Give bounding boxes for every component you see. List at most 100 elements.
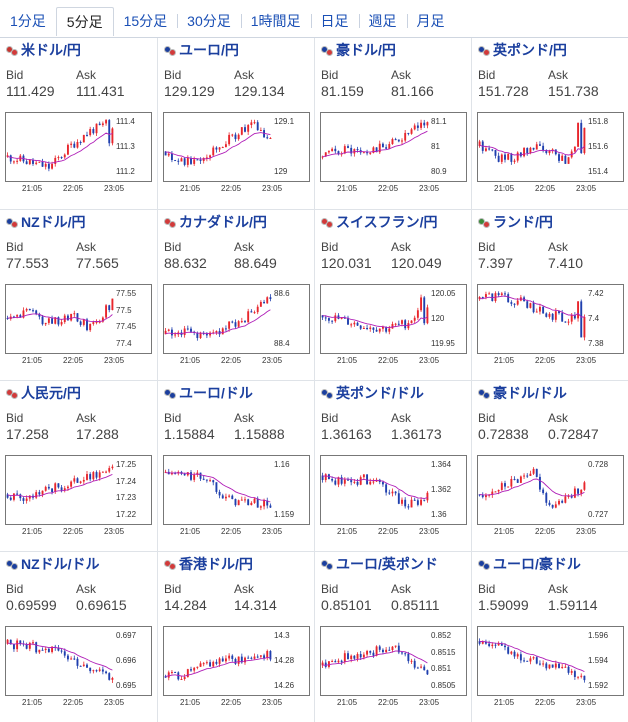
pair-title-link[interactable]: ユーロ/円	[164, 41, 239, 59]
price-chart[interactable]: 120.05 120 119.95	[320, 284, 467, 354]
pair-title-text: NZドル/ドル	[21, 556, 100, 572]
pair-title-link[interactable]: 香港ドル/円	[164, 555, 253, 573]
candle-body	[337, 151, 340, 155]
candle-body	[542, 306, 545, 314]
candle-body	[573, 488, 576, 498]
y-tick-label: 1.362	[431, 485, 452, 494]
candle-body	[397, 323, 400, 325]
candle-body	[497, 155, 500, 162]
tab-4[interactable]: 1時間足	[240, 7, 311, 35]
candle-body	[526, 301, 529, 308]
price-chart[interactable]: 1.596 1.594 1.592	[477, 626, 624, 696]
candle-body	[567, 157, 570, 164]
candlestick-svg	[478, 638, 586, 683]
tab-5[interactable]: 日足	[310, 7, 359, 35]
tab-7[interactable]: 月足	[406, 7, 455, 35]
pair-title-link[interactable]: 人民元/円	[6, 384, 81, 402]
bid-label: Bid	[321, 411, 339, 425]
candle-body	[256, 656, 259, 658]
pair-title-link[interactable]: NZドル/円	[6, 213, 86, 231]
price-chart[interactable]: 7.42 7.4 7.38	[477, 284, 624, 354]
candle-body	[538, 476, 541, 490]
price-chart[interactable]: 111.4 111.3 111.2	[5, 112, 152, 182]
tab-3[interactable]: 30分足	[177, 7, 241, 35]
candle-body	[416, 125, 419, 128]
pair-title-link[interactable]: 豪ドル/ドル	[478, 384, 567, 402]
ask-value: 0.85111	[391, 597, 440, 613]
candle-body	[256, 498, 259, 508]
candle-body	[199, 663, 202, 667]
pair-title-link[interactable]: NZドル/ドル	[6, 555, 100, 573]
pair-title-link[interactable]: スイスフラン/円	[321, 213, 437, 231]
bid-value: 81.159	[321, 83, 364, 99]
price-chart[interactable]: 0.728 0.727	[477, 455, 624, 525]
candle-body	[92, 670, 95, 672]
candle-body	[237, 134, 240, 140]
price-chart[interactable]: 81.1 81 80.9	[320, 112, 467, 182]
y-axis: 151.8 151.6 151.4	[588, 113, 623, 179]
tab-1[interactable]: 5分足	[55, 6, 114, 36]
pair-title-link[interactable]: ランド/円	[478, 213, 553, 231]
pair-title-link[interactable]: 英ポンド/円	[478, 41, 567, 59]
price-chart[interactable]: 129.1 129	[163, 112, 310, 182]
moving-average-line	[165, 309, 271, 335]
pair-title-link[interactable]: 豪ドル/円	[321, 41, 396, 59]
candle-body	[420, 122, 423, 128]
candle-body	[369, 481, 372, 485]
candle-body	[167, 153, 170, 156]
candle-body	[259, 301, 262, 307]
pair-title-link[interactable]: ユーロ/豪ドル	[478, 555, 581, 573]
candle-body	[44, 486, 47, 491]
y-tick-label: 88.4	[274, 339, 290, 348]
price-chart[interactable]: 0.852 0.8515 0.851 0.8505	[320, 626, 467, 696]
pair-title-link[interactable]: ユーロ/ドル	[164, 384, 253, 402]
candle-body	[334, 148, 337, 152]
candle-body	[337, 660, 340, 663]
candle-body	[111, 128, 114, 144]
y-tick-label: 0.8505	[431, 681, 456, 690]
price-chart[interactable]: 151.8 151.6 151.4	[477, 112, 624, 182]
candle-body	[554, 311, 557, 320]
candle-body	[76, 141, 79, 148]
candle-body	[420, 297, 423, 311]
candle-body	[500, 154, 503, 162]
candle-body	[583, 675, 586, 681]
candle-body	[199, 472, 202, 479]
bid-value: 88.632	[164, 255, 207, 271]
candle-body	[583, 316, 586, 338]
price-chart[interactable]: 1.364 1.362 1.36	[320, 455, 467, 525]
moving-average-line	[479, 295, 585, 318]
tab-0[interactable]: 1分足	[10, 13, 46, 29]
bid-label: Bid	[321, 68, 339, 82]
pair-title-link[interactable]: ユーロ/英ポンド	[321, 555, 438, 573]
tab-6[interactable]: 週足	[358, 7, 407, 35]
candle-body	[66, 144, 69, 155]
candle-body	[266, 297, 269, 304]
candle-body	[95, 321, 98, 323]
candle-body	[240, 499, 243, 501]
pair-title-link[interactable]: 英ポンド/ドル	[321, 384, 424, 402]
candle-body	[516, 479, 519, 483]
candlestick-svg	[321, 119, 429, 160]
candle-body	[567, 321, 570, 323]
candle-body	[416, 500, 419, 505]
candlestick-svg	[321, 294, 429, 335]
candle-body	[190, 157, 192, 164]
pair-title-link[interactable]: 米ドル/円	[6, 41, 81, 59]
candle-body	[426, 122, 429, 126]
pair-card: 人民元/円 Bid Ask 17.258 17.288 17.25 17.24 17.23 17…	[0, 380, 157, 551]
price-chart[interactable]: 0.697 0.696 0.695	[5, 626, 152, 696]
price-chart[interactable]: 77.55 77.5 77.45 77.4	[5, 284, 152, 354]
flag-icon	[478, 560, 490, 570]
price-chart[interactable]: 88.6 88.4	[163, 284, 310, 354]
candle-body	[66, 315, 69, 321]
price-chart[interactable]: 14.3 14.28 14.26	[163, 626, 310, 696]
x-tick-label: 21:05	[180, 356, 201, 365]
price-chart[interactable]: 17.25 17.24 17.23 17.22	[5, 455, 152, 525]
price-chart[interactable]: 1.16 1.159	[163, 455, 310, 525]
y-tick-label: 1.596	[588, 631, 609, 640]
candle-body	[366, 651, 369, 655]
y-axis: 1.16 1.159	[274, 456, 309, 522]
tab-2[interactable]: 15分足	[123, 13, 168, 29]
pair-title-link[interactable]: カナダドル/円	[164, 213, 267, 231]
